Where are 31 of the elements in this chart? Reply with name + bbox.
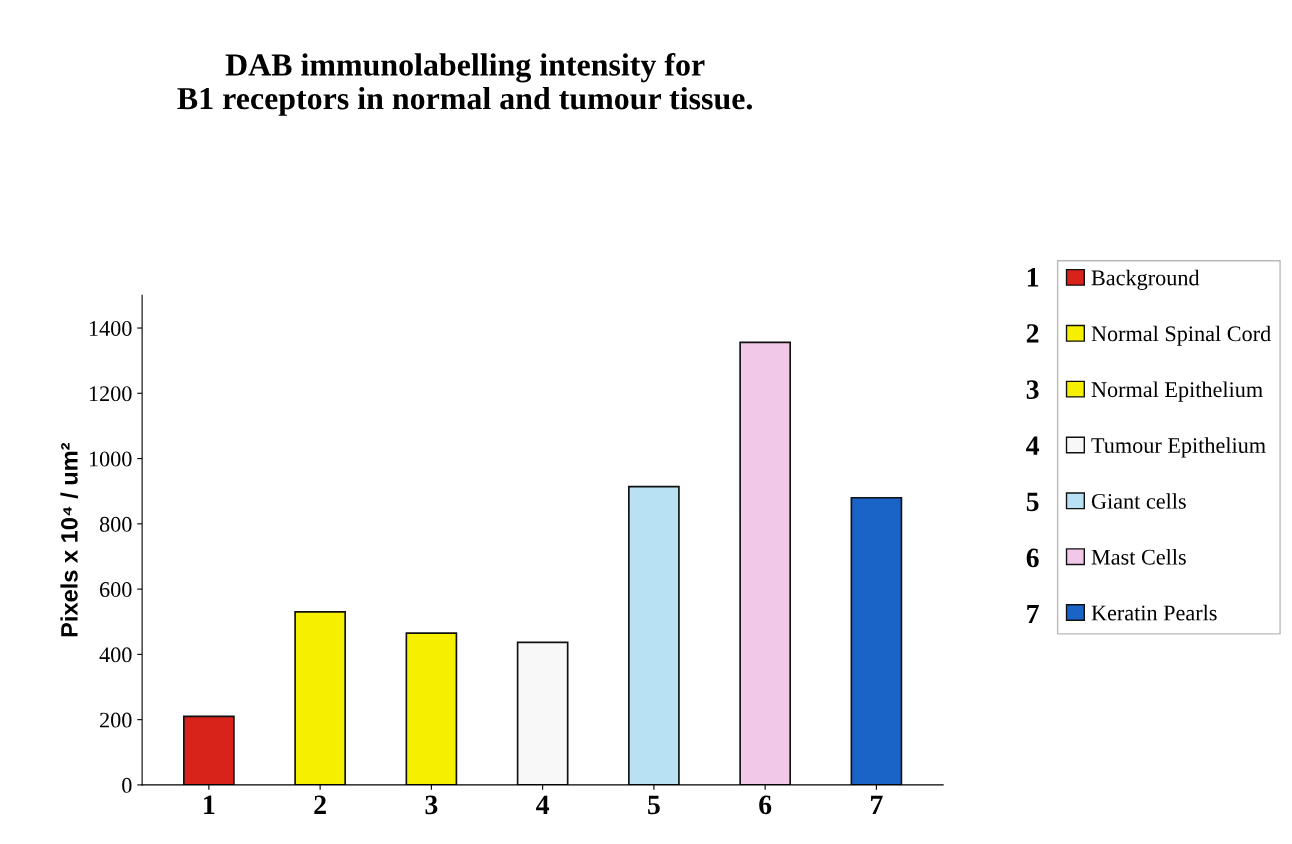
text: 4 [1026,436,1040,455]
chart-title: DAB immunolabelling intensity for B1 receptors in normal and tumour tissue. [177,52,752,116]
x-tick-label: 6 [759,795,772,815]
x-tick-label: 7 [871,795,883,814]
y-tick-label: 600 [100,582,132,598]
text: 7 [1027,604,1039,624]
y-tick-label: 200 [100,712,132,728]
x-tick-label: 3 [425,795,438,815]
legend-label: Normal Epithelium [1091,381,1263,402]
x-tick-label: 2 [314,795,326,814]
legend-label: Mast Cells [1091,549,1186,565]
y-tick-label: 1000 [89,451,132,467]
text: 2 [1026,324,1039,343]
legend-label: Tumour Epithelium [1091,437,1266,458]
x-tick-label: 1 [204,795,215,814]
text: 1 [1027,268,1039,287]
text: 3 [1026,380,1039,399]
text: 6 [1026,548,1039,568]
x-tick-label: 4 [536,795,550,814]
y-axis-title: Pixels x 10⁴ / um² [60,442,78,637]
y-tick-label: 800 [99,516,132,532]
y-tick-label: 1400 [89,320,132,336]
text: 5 [1026,492,1039,512]
legend-label: Keratin Pearls [1091,604,1217,621]
y-tick-label: 1200 [89,386,132,402]
y-tick-label: 400 [99,647,132,663]
legend-label: Normal Spinal Cord [1091,325,1271,346]
x-tick-label: 5 [648,795,660,815]
y-tick-label: 0 [122,777,132,793]
legend-label: Background [1091,269,1200,290]
legend-label: Giant cells [1091,493,1186,509]
